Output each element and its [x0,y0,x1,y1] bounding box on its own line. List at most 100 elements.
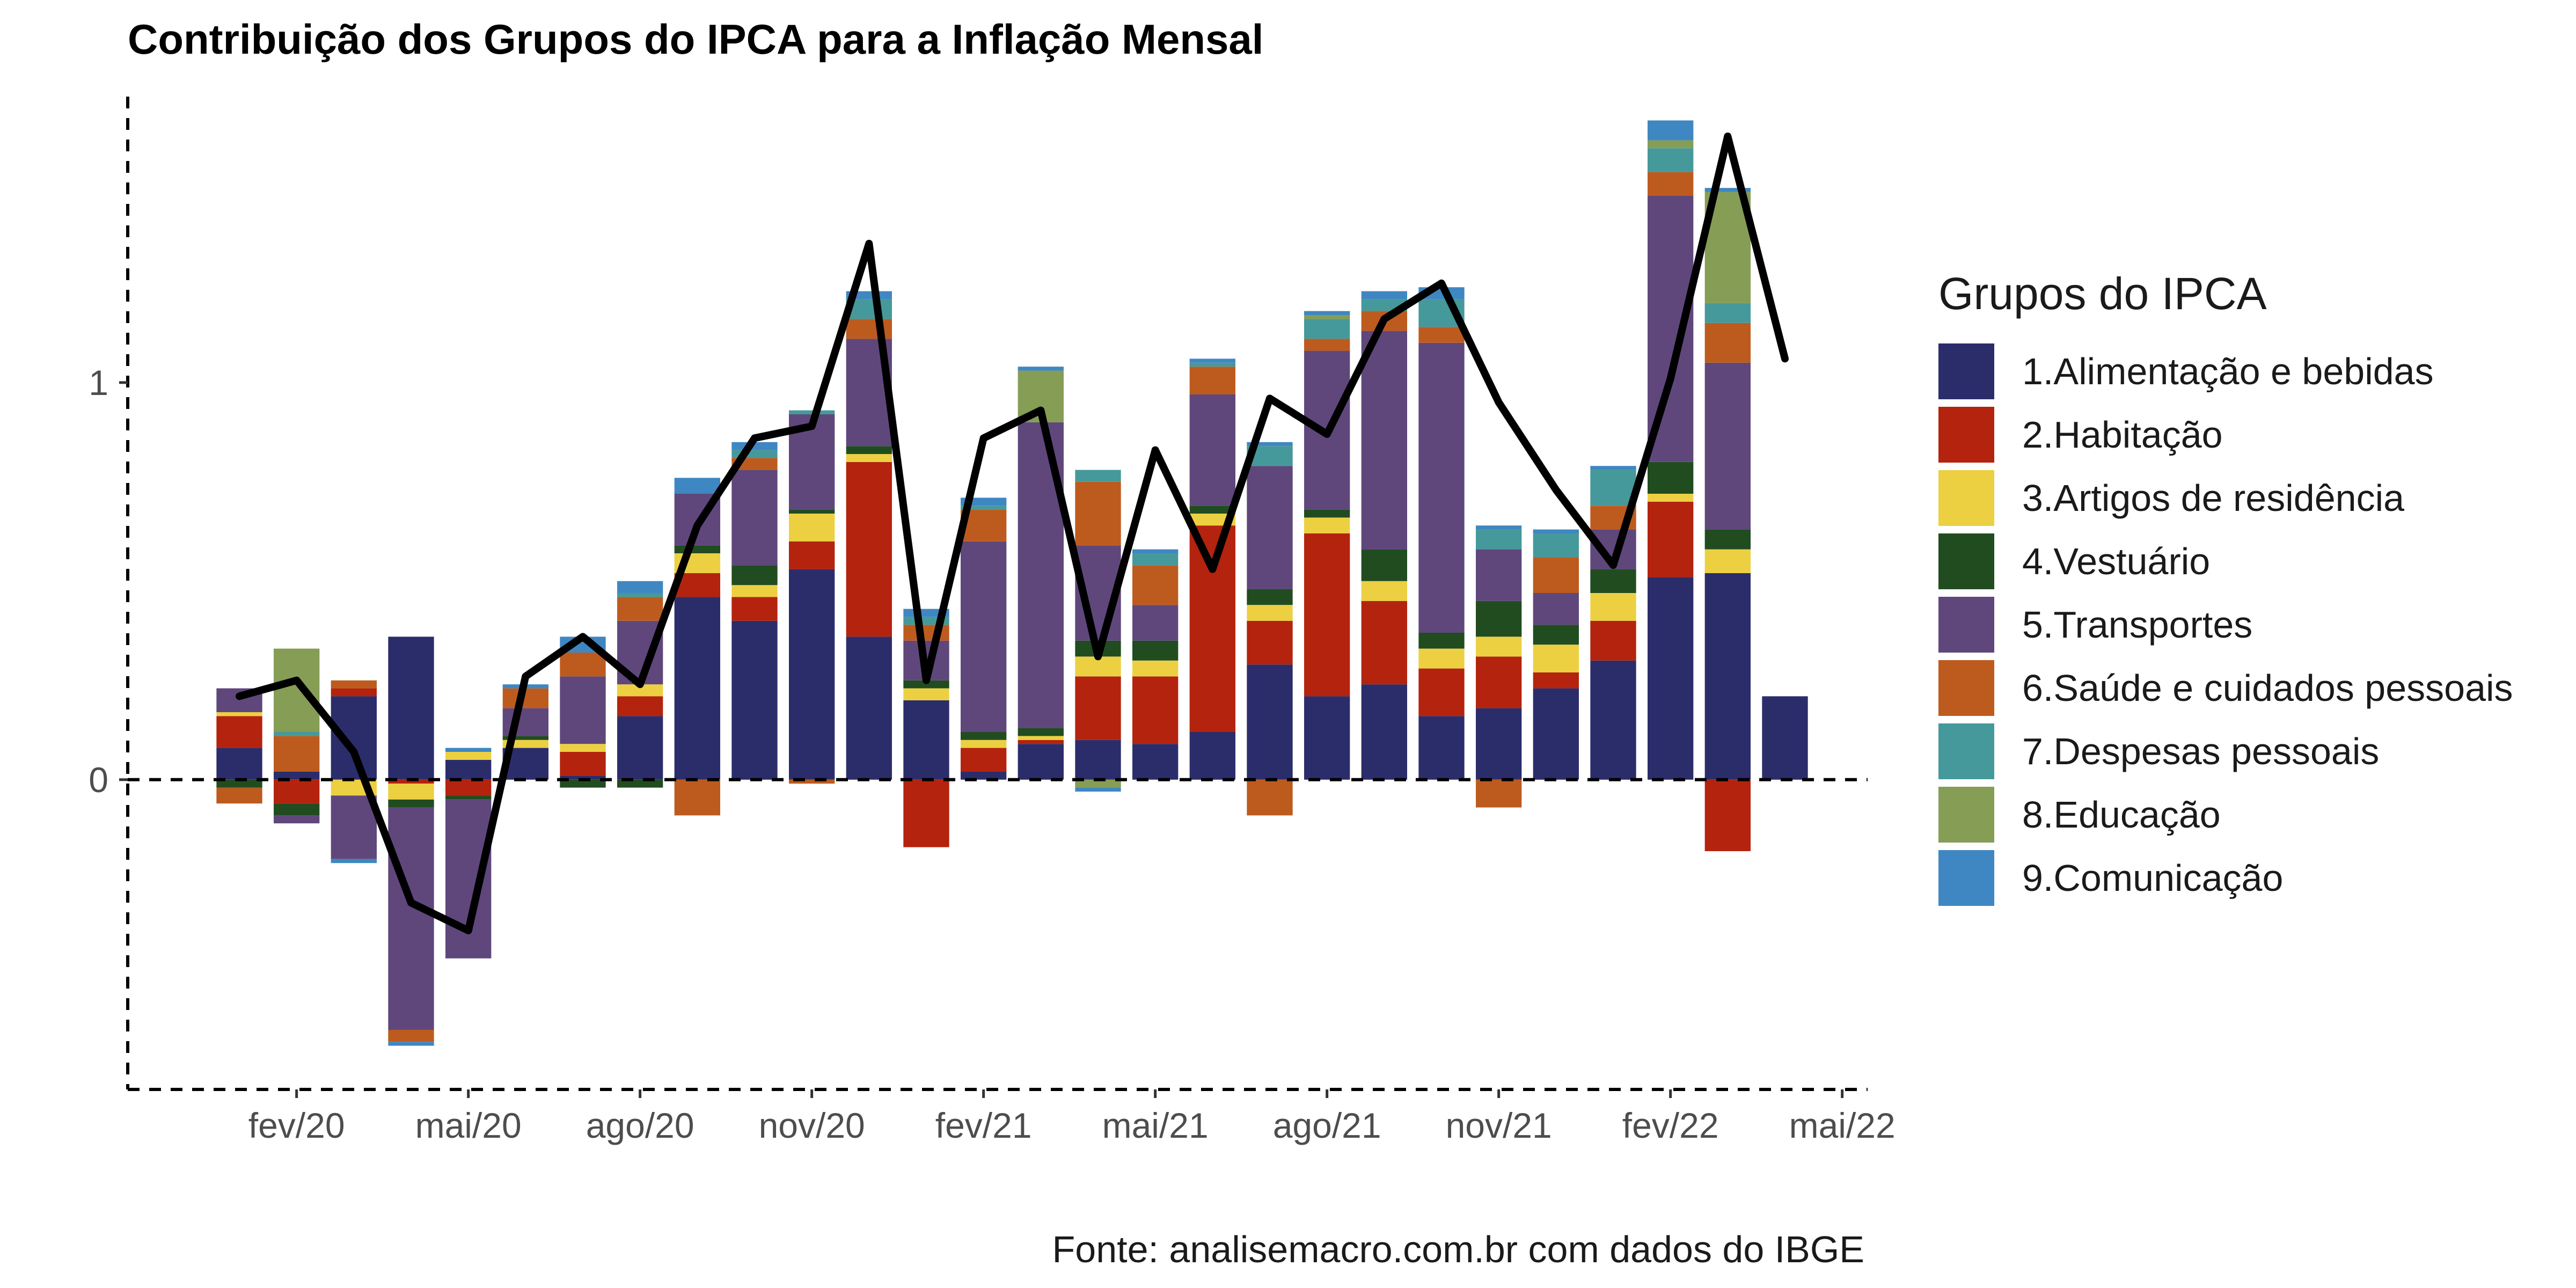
bar-abr/20-series-2 [388,779,434,784]
bar-fev/20-series-6 [274,736,320,772]
bar-dez/20-series-2 [846,462,892,637]
bar-jan/22-series-4 [1590,569,1636,593]
bar-fev/21-series-3 [961,740,1007,748]
bar-mar/21-series-2 [1018,740,1064,744]
bar-out/20-series-3 [731,585,778,597]
legend-swatch-7 [1938,723,1994,779]
bar-nov/20-series-4 [789,509,835,514]
bar-mar/21-series-9 [1018,367,1064,371]
bar-fev/22-series-9 [1648,120,1694,141]
bar-nov/20-series-6 [789,779,835,784]
bar-abr/21-series-8 [1075,779,1121,788]
bar-jul/21-series-1 [1247,664,1293,780]
bar-jan/22-series-9 [1590,466,1636,470]
bar-jan/21-series-1 [903,700,949,780]
bar-fev/21-series-5 [961,541,1007,732]
bar-nov/21-series-2 [1476,656,1522,708]
bar-out/20-series-1 [731,620,778,780]
bar-mar/22-series-1 [1704,573,1751,780]
legend-label-1: 1.Alimentação e bebidas [2022,350,2434,392]
legend-swatch-2 [1938,407,1994,463]
bar-mai/20-series-1 [445,759,492,780]
bar-jun/21-series-3 [1189,514,1235,526]
bar-dez/20-series-9 [846,291,892,299]
bar-set/21-series-3 [1361,581,1407,601]
bar-ago/21-series-2 [1304,533,1350,697]
bar-jul/20-series-4 [560,779,606,788]
bar-dez/21-series-9 [1533,529,1579,533]
bar-nov/20-series-7 [789,410,835,414]
legend-label-4: 4.Vestuário [2022,540,2210,582]
bar-abr/21-series-9 [1075,787,1121,792]
bar-mai/20-series-4 [445,795,492,800]
bar-mar/21-series-3 [1018,736,1064,740]
bar-nov/21-series-4 [1476,601,1522,637]
bar-jul/20-series-1 [560,775,606,780]
bar-abr/22-series-1 [1762,696,1808,780]
bar-mar/22-series-9 [1704,188,1751,192]
bar-set/21-series-1 [1361,684,1407,780]
bar-abr/20-series-9 [388,1042,434,1046]
legend-swatch-6 [1938,660,1994,716]
bar-out/20-series-4 [731,565,778,586]
legend-label-9: 9.Comunicação [2022,857,2283,899]
bar-fev/21-series-4 [961,732,1007,740]
x-tick-label-mai/21: mai/21 [1102,1106,1209,1145]
legend-label-3: 3.Artigos de residência [2022,477,2404,519]
bar-nov/20-series-2 [789,541,835,569]
bar-mar/22-series-7 [1704,303,1751,323]
bar-mar/22-series-2 [1704,779,1751,851]
x-tick-label-nov/20: nov/20 [759,1106,865,1145]
bar-dez/21-series-2 [1533,672,1579,689]
x-tick-label-mai/22: mai/22 [1789,1106,1896,1145]
bar-ago/20-series-6 [617,597,663,621]
bar-ago/21-series-7 [1304,319,1350,339]
bar-dez/20-series-3 [846,454,892,462]
bar-mai/21-series-5 [1132,605,1179,641]
bar-jan/20-series-4 [216,779,262,788]
bar-nov/20-series-3 [789,514,835,541]
bar-abr/21-series-6 [1075,481,1121,546]
bar-jan/21-series-3 [903,688,949,700]
bar-fev/22-series-2 [1648,501,1694,577]
bar-fev/22-series-7 [1648,148,1694,172]
bar-jan/22-series-7 [1590,470,1636,506]
bar-jun/21-series-4 [1189,506,1235,514]
bar-jan/20-series-1 [216,748,262,780]
bar-set/20-series-1 [674,597,720,780]
legend-swatch-5 [1938,597,1994,653]
bar-abr/20-series-4 [388,799,434,808]
bar-abr/21-series-7 [1075,470,1121,482]
legend: Grupos do IPCA 1.Alimentação e bebidas 2.… [1938,268,2513,906]
bar-fev/20-series-4 [274,803,320,816]
bar-set/20-series-4 [674,545,720,553]
bar-jun/21-series-1 [1189,732,1235,780]
bar-out/21-series-6 [1418,327,1465,343]
bar-out/20-series-2 [731,597,778,621]
chart-title: Contribuição dos Grupos do IPCA para a I… [128,16,1263,63]
bar-jan/22-series-1 [1590,660,1636,780]
bar-dez/20-series-6 [846,319,892,339]
bar-mar/22-series-5 [1704,362,1751,530]
bar-set/21-series-5 [1361,331,1407,550]
bar-mai/20-series-5 [445,799,492,958]
legend-label-8: 8.Educação [2022,794,2221,836]
bar-nov/20-series-1 [789,569,835,780]
bar-jun/21-series-6 [1189,367,1235,394]
bar-abr/20-series-5 [388,807,434,1030]
bar-abr/20-series-6 [388,1030,434,1042]
bar-abr/20-series-3 [388,784,434,800]
y-tick-label-1: 1 [89,363,108,402]
bar-mai/20-series-2 [445,779,492,796]
bar-jul/20-series-3 [560,744,606,752]
bar-mar/22-series-3 [1704,549,1751,573]
bar-ago/20-series-2 [617,696,663,716]
bar-jul/21-series-6 [1247,779,1293,816]
bar-mar/20-series-1 [331,696,377,780]
bar-ago/20-series-3 [617,684,663,697]
bar-dez/21-series-1 [1533,688,1579,780]
bar-abr/20-series-1 [388,636,434,780]
bar-jul/20-series-5 [560,676,606,744]
bar-ago/21-series-3 [1304,517,1350,533]
ipca-total-line [236,133,1789,934]
